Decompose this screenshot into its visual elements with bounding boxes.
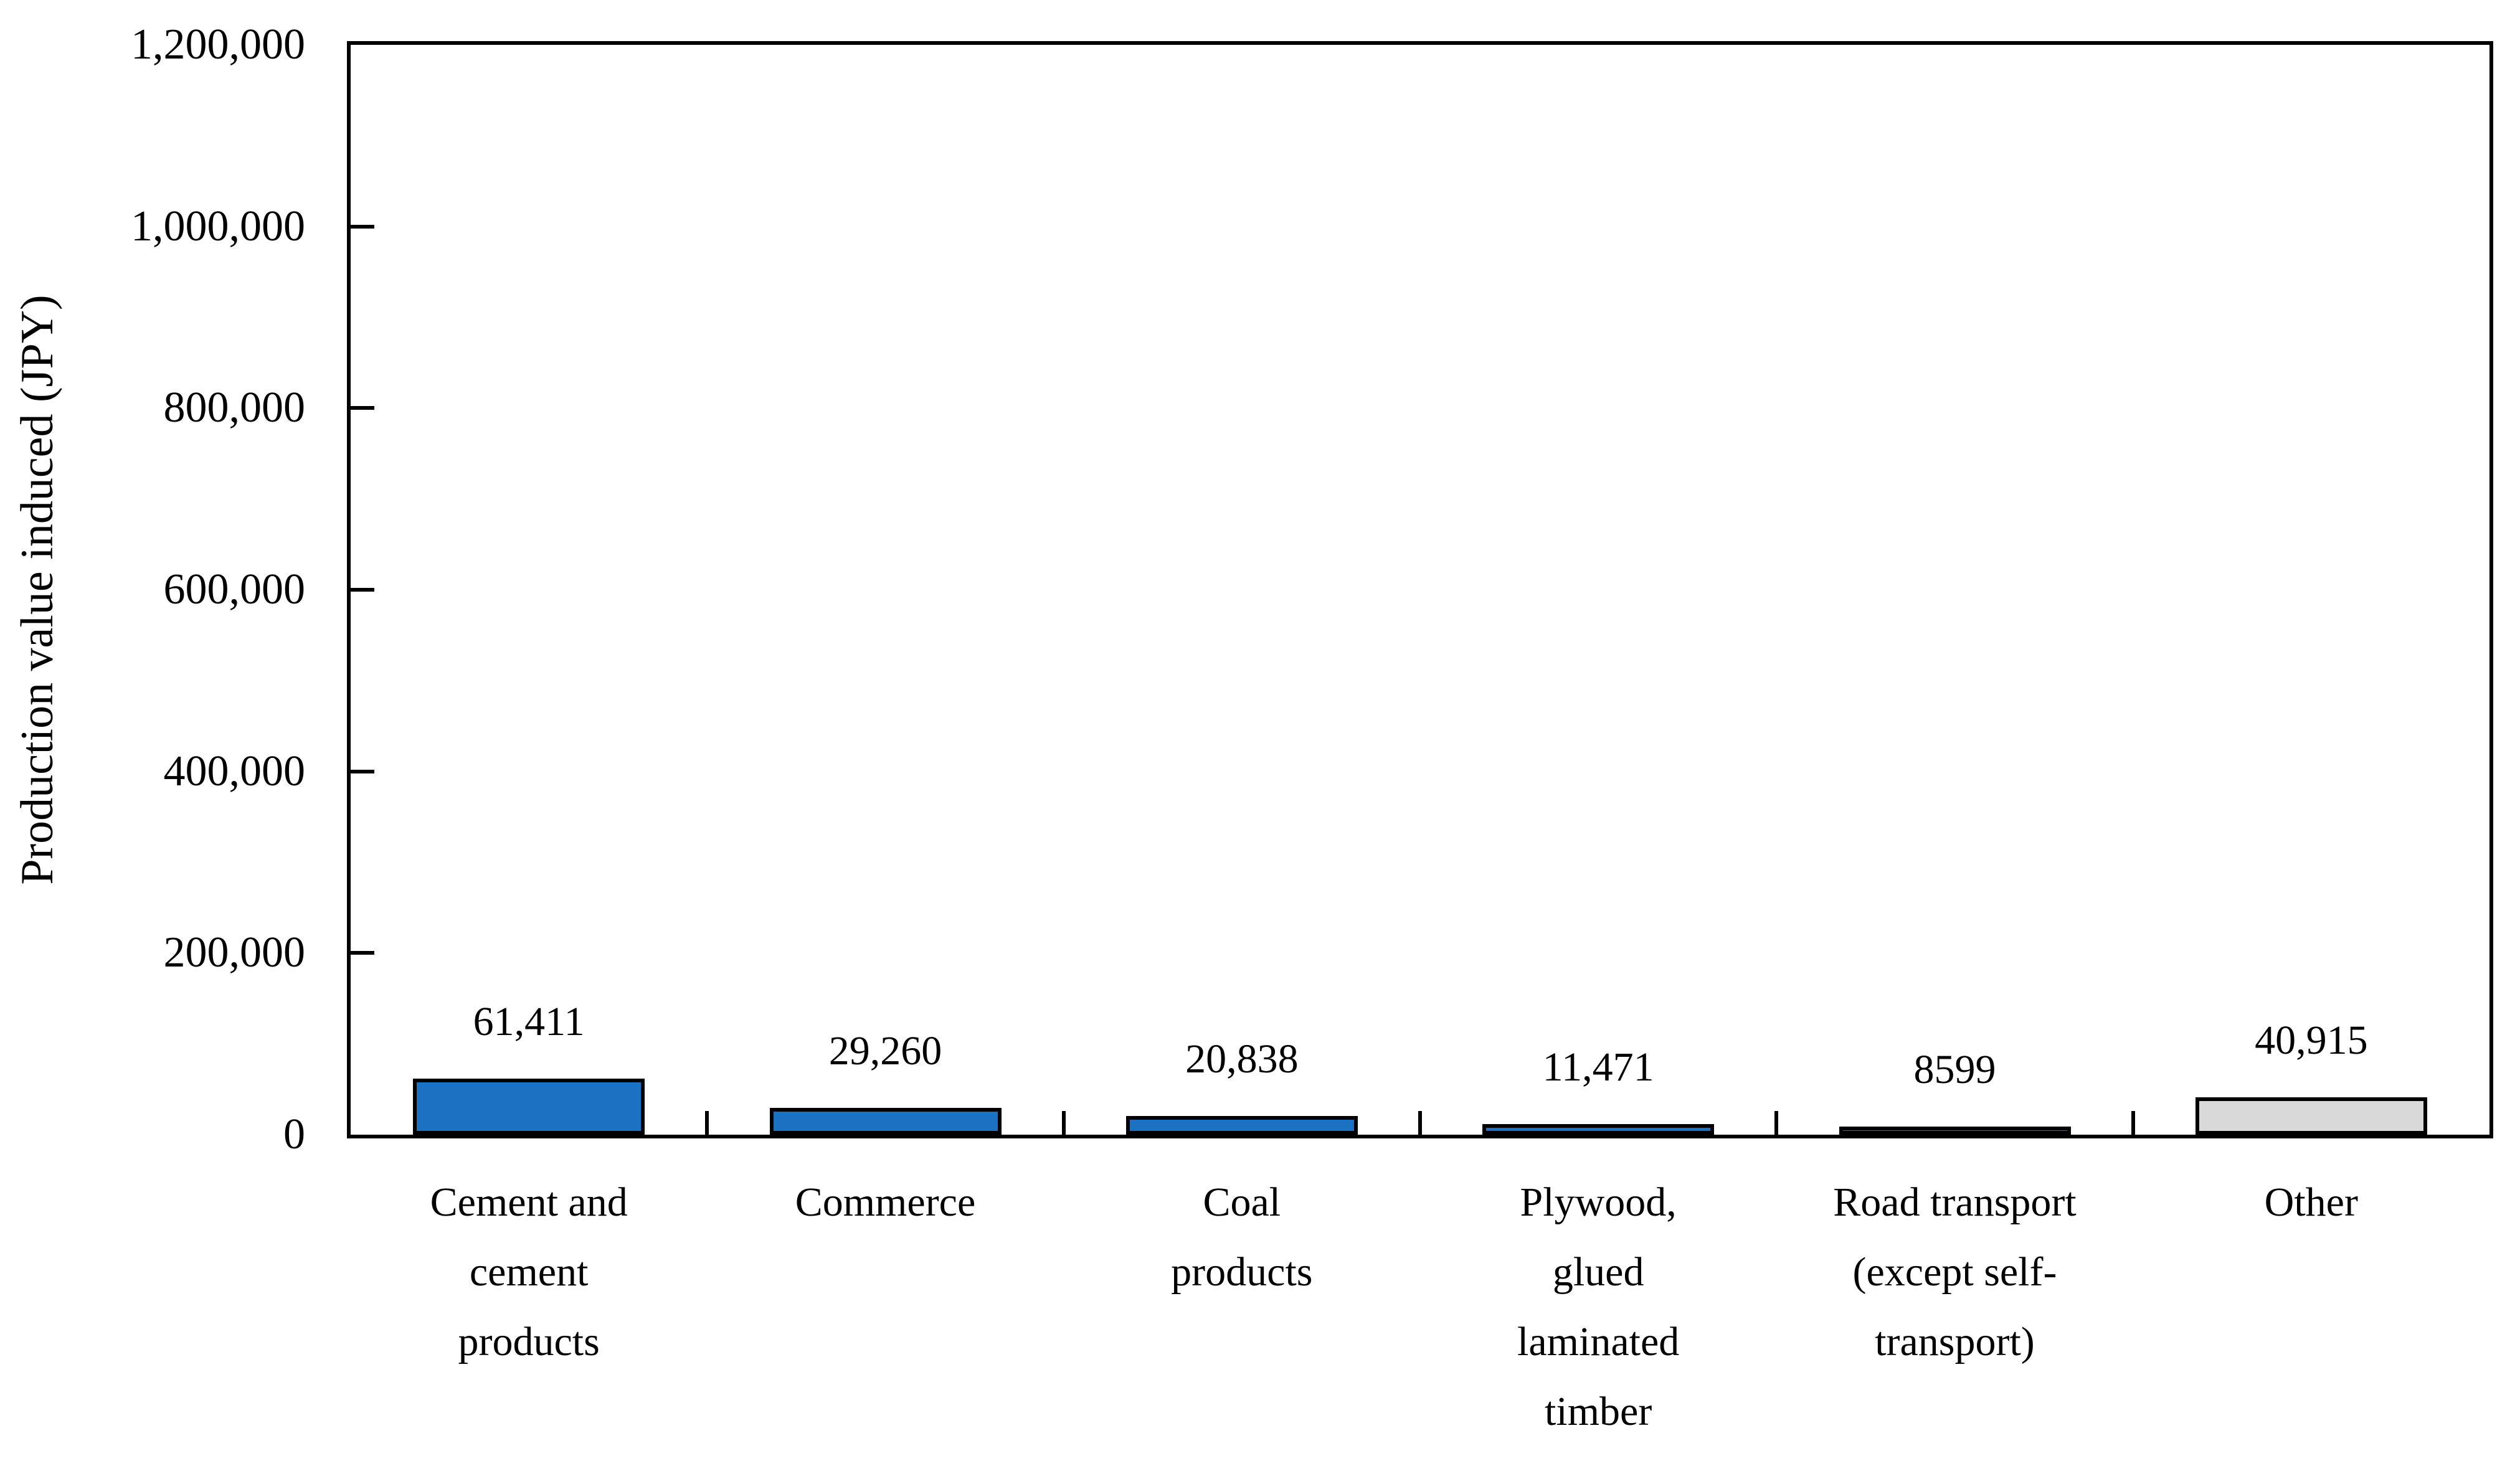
x-tick: [1774, 1111, 1779, 1135]
x-tick: [2131, 1111, 2135, 1135]
y-tick-label: 0: [283, 1110, 305, 1158]
bar-plywood-glued-laminated-timber: [1482, 1124, 1715, 1135]
y-tick: [351, 951, 374, 955]
plot-area: [347, 41, 2493, 1138]
category-label-line: Commerce: [795, 1180, 976, 1225]
bar-commerce: [769, 1108, 1002, 1135]
category-label-line: (except self-: [1852, 1249, 2057, 1295]
category-label-other: Other: [2133, 1168, 2489, 1237]
category-label-line: glued: [1552, 1249, 1644, 1295]
y-tick-label: 600,000: [163, 565, 306, 613]
bar-road-transport-except-self-transport: [1839, 1127, 2071, 1135]
x-tick: [1418, 1111, 1422, 1135]
category-label-line: products: [458, 1319, 600, 1364]
y-tick: [351, 224, 374, 229]
category-label-cement-and-cement-products: Cement and cement products: [351, 1168, 707, 1377]
bar-value-label: 11,471: [1542, 1044, 1654, 1090]
y-tick: [351, 406, 374, 410]
category-label-line: Road transport: [1833, 1180, 2077, 1225]
bar-coal-products: [1125, 1116, 1358, 1135]
bar-cement-and-cement-products: [413, 1079, 645, 1135]
y-tick-label: 800,000: [163, 384, 306, 432]
bar-value-label: 20,838: [1185, 1036, 1299, 1082]
category-label-line: Coal: [1203, 1180, 1281, 1225]
y-tick-label: 200,000: [163, 929, 306, 977]
x-tick: [705, 1111, 709, 1135]
y-tick: [351, 588, 374, 592]
category-label-line: products: [1171, 1249, 1313, 1295]
category-label-line: Other: [2264, 1180, 2358, 1225]
category-label-line: Cement and: [430, 1180, 628, 1225]
category-label-plywood-glued-laminated-timber: Plywood, glued laminated timber: [1420, 1168, 1776, 1447]
category-label-road-transport-except-self-transport: Road transport (except self-transport): [1776, 1168, 2133, 1377]
bar-value-label: 40,915: [2255, 1018, 2368, 1063]
category-label-line: laminated: [1517, 1319, 1680, 1364]
y-tick-label: 1,000,000: [131, 202, 305, 250]
bar-value-label: 29,260: [828, 1028, 942, 1074]
category-label-line: transport): [1875, 1319, 2035, 1364]
bar-other: [2195, 1097, 2427, 1135]
bar-value-label: 61,411: [473, 999, 585, 1044]
category-label-line: timber: [1545, 1389, 1652, 1434]
category-label-line: Plywood,: [1520, 1180, 1677, 1225]
category-label-commerce: Commerce: [707, 1168, 1063, 1237]
y-tick-label: 1,200,000: [131, 21, 305, 69]
x-tick: [1061, 1111, 1066, 1135]
y-tick: [351, 769, 374, 773]
category-label-coal-products: Coal products: [1064, 1168, 1420, 1307]
bar-value-label: 8599: [1913, 1047, 1996, 1092]
y-tick-label: 400,000: [163, 747, 306, 795]
category-label-line: cement: [469, 1249, 589, 1295]
